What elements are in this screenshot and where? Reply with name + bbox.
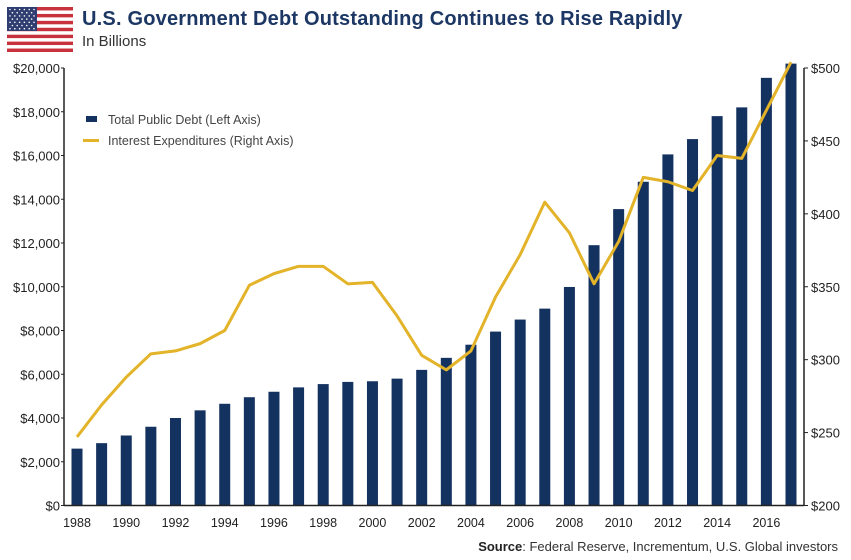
debt-bar-1989 (96, 443, 108, 506)
legend-swatch-debt (86, 116, 97, 122)
debt-bar-2009 (588, 245, 600, 506)
debt-bar-2014 (711, 116, 723, 506)
legend-label-debt: Total Public Debt (Left Axis) (108, 113, 261, 127)
debt-bar-1999 (342, 381, 354, 506)
x-tick-label: 1998 (309, 516, 337, 530)
right-tick-label: $350 (811, 280, 840, 295)
x-tick-label: 2016 (752, 516, 780, 530)
x-tick-label: 2008 (556, 516, 584, 530)
debt-bar-2013 (687, 139, 699, 506)
debt-bar-1997 (293, 387, 305, 506)
left-tick-label: $0 (46, 499, 60, 514)
debt-bar-2000 (366, 381, 378, 506)
right-tick-label: $500 (811, 61, 840, 76)
debt-bar-2015 (736, 107, 748, 506)
left-tick-label: $14,000 (13, 192, 60, 207)
right-tick-label: $300 (811, 353, 840, 368)
right-tick-label: $400 (811, 207, 840, 222)
debt-bar-2002 (416, 369, 428, 506)
left-tick-label: $10,000 (13, 280, 60, 295)
x-tick-label: 2006 (506, 516, 534, 530)
x-tick-label: 2012 (654, 516, 682, 530)
right-tick-label: $250 (811, 426, 840, 441)
debt-bar-2010 (613, 209, 625, 506)
x-tick-label: 2010 (605, 516, 633, 530)
right-tick-label: $200 (811, 499, 840, 514)
debt-bar-2007 (539, 308, 551, 506)
source-text: : Federal Reserve, Incrementum, U.S. Glo… (522, 539, 838, 554)
x-tick-label: 1988 (63, 516, 91, 530)
x-tick-label: 1992 (162, 516, 190, 530)
left-tick-label: $4,000 (20, 411, 60, 426)
chart-title: U.S. Government Debt Outstanding Continu… (82, 8, 683, 30)
debt-bar-2006 (514, 319, 526, 506)
left-tick-label: $16,000 (13, 149, 60, 164)
debt-bar-2008 (563, 286, 575, 506)
x-tick-label: 2002 (408, 516, 436, 530)
x-tick-label: 2000 (359, 516, 387, 530)
debt-bar-1993 (194, 410, 206, 506)
x-tick-label: 2014 (703, 516, 731, 530)
debt-bar-2005 (490, 331, 502, 506)
debt-bar-2016 (760, 77, 772, 506)
right-tick-label: $450 (811, 134, 840, 149)
debt-bar-1992 (169, 418, 181, 506)
debt-bar-1995 (243, 397, 255, 506)
debt-bar-2011 (637, 181, 649, 506)
left-tick-label: $18,000 (13, 105, 60, 120)
left-tick-label: $20,000 (13, 61, 60, 76)
debt-bar-1996 (268, 391, 280, 506)
x-tick-label: 1990 (112, 516, 140, 530)
legend-label-interest: Interest Expenditures (Right Axis) (108, 134, 294, 148)
left-tick-label: $6,000 (20, 367, 60, 382)
legend-swatch-interest (83, 139, 99, 142)
debt-bar-1994 (219, 403, 231, 506)
left-tick-label: $8,000 (20, 324, 60, 339)
source-note: Source: Federal Reserve, Incrementum, U.… (478, 539, 838, 554)
debt-bar-2012 (662, 154, 674, 506)
us-flag-icon (7, 7, 73, 52)
debt-bar-2003 (440, 357, 452, 506)
debt-bar-1991 (145, 426, 157, 506)
debt-bar-1988 (71, 448, 83, 506)
source-label: Source (478, 539, 523, 554)
chart-subtitle: In Billions (82, 33, 147, 50)
debt-bar-2017 (785, 63, 797, 506)
debt-bar-1990 (120, 435, 132, 506)
left-tick-label: $2,000 (20, 455, 60, 470)
debt-bar-2004 (465, 344, 477, 506)
x-tick-label: 2004 (457, 516, 485, 530)
debt-bar-2001 (391, 378, 403, 506)
left-tick-label: $12,000 (13, 236, 60, 251)
debt-bar-1998 (317, 384, 329, 506)
x-tick-label: 1996 (260, 516, 288, 530)
x-tick-label: 1994 (211, 516, 239, 530)
interest-line (75, 61, 793, 438)
